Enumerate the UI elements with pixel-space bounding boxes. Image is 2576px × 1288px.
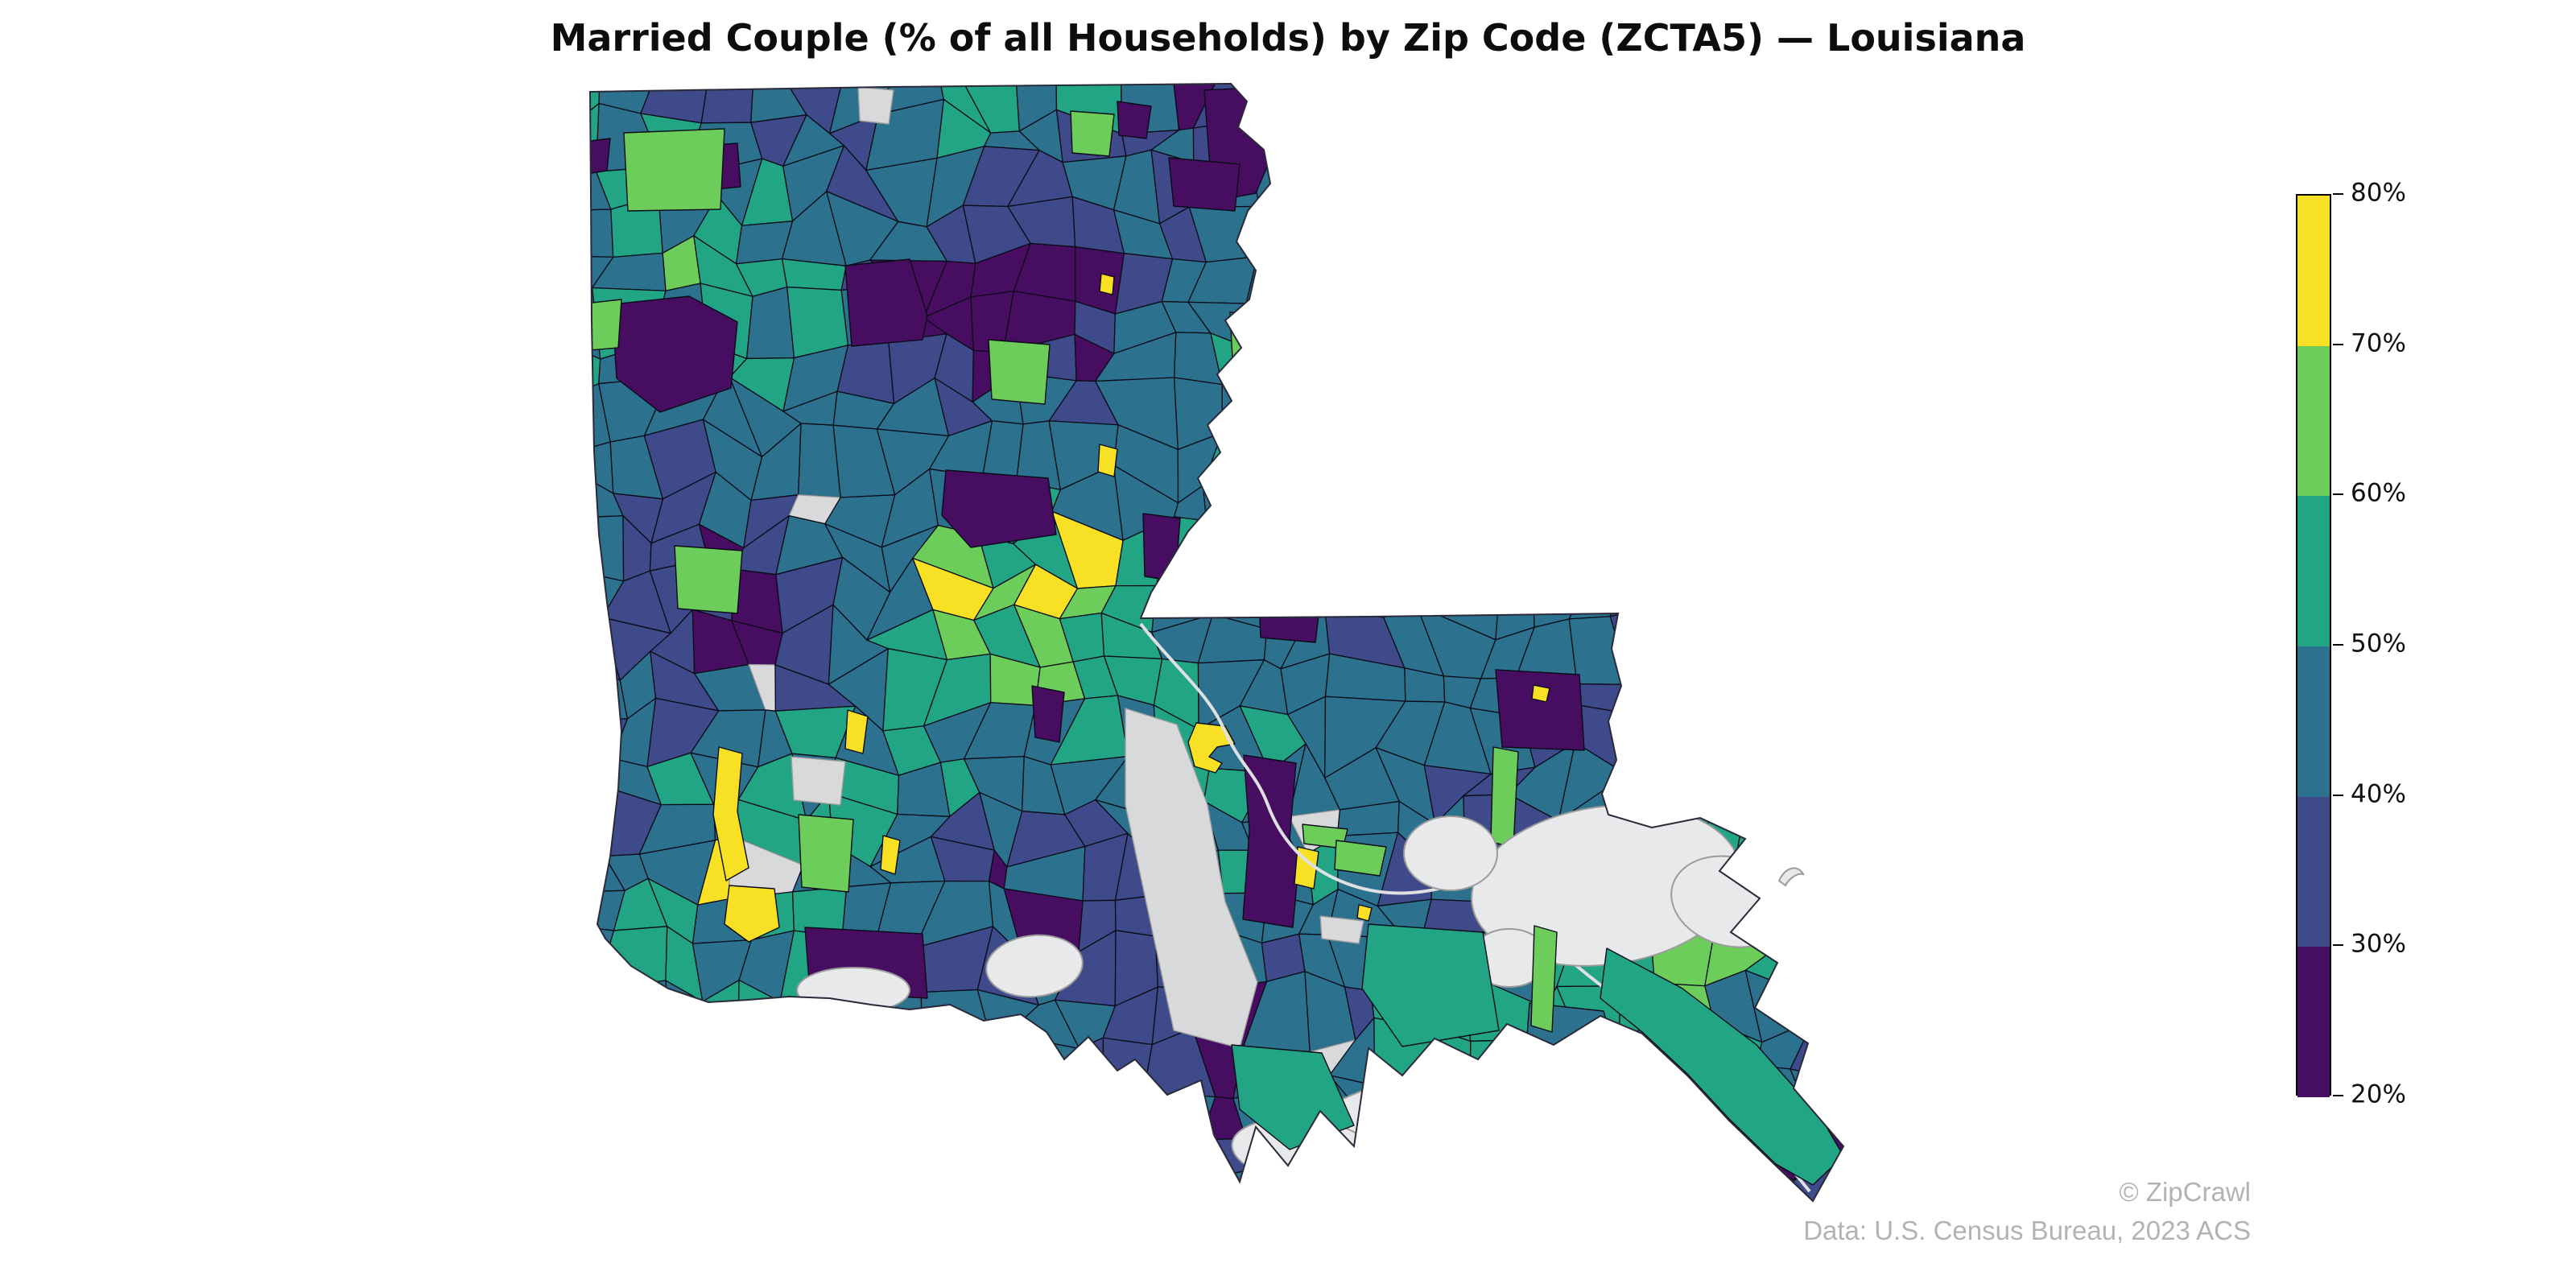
- colorbar-tick-label: 30%: [2351, 929, 2406, 959]
- colorbar-legend: 80% 70% 60% 50% 40% 30% 20%: [2296, 179, 2406, 1109]
- chart-title: Married Couple (% of all Households) by …: [550, 16, 2026, 60]
- colorbar-tick-label: 50%: [2351, 629, 2406, 658]
- state-outline: [588, 82, 1845, 1203]
- colorbar-band: [2297, 496, 2330, 647]
- colorbar-tick: [2333, 1095, 2343, 1096]
- colorbar-tick: [2333, 644, 2343, 646]
- data-source-text: Data: U.S. Census Bureau, 2023 ACS: [1803, 1216, 2251, 1245]
- colorbar-tick: [2333, 944, 2343, 947]
- colorbar-band: [2297, 796, 2330, 947]
- colorbar-tick: [2333, 193, 2343, 195]
- colorbar-tick: [2333, 493, 2343, 496]
- colorbar-tick-label: 70%: [2351, 328, 2406, 358]
- colorbar-tick-label: 20%: [2351, 1080, 2406, 1109]
- colorbar-band: [2297, 345, 2330, 497]
- watermark-text: © ZipCrawl: [2119, 1177, 2251, 1207]
- colorbar-band: [2297, 947, 2330, 1098]
- colorbar-band: [2297, 196, 2330, 347]
- colorbar-tick-label: 60%: [2351, 478, 2406, 508]
- colorbar-tick: [2333, 794, 2343, 796]
- colorbar-tick-label: 80%: [2351, 178, 2406, 208]
- colorbar-band: [2297, 646, 2330, 798]
- colorbar-tick-label: 40%: [2351, 779, 2406, 809]
- coastal-islet: [1777, 867, 1805, 887]
- colorbar-bands: [2296, 194, 2331, 1098]
- colorbar-tick: [2333, 343, 2343, 345]
